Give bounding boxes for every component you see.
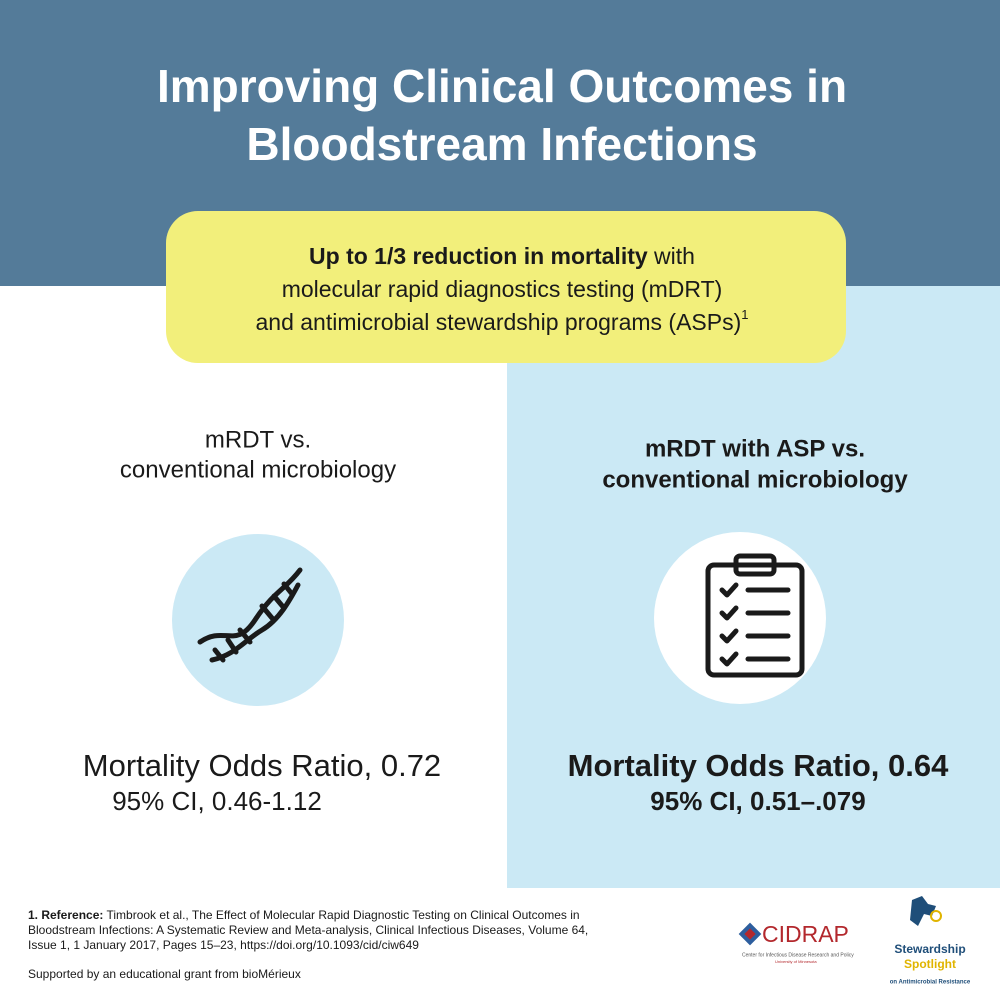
title: Improving Clinical Outcomes in Bloodstre…: [157, 60, 847, 170]
reference-line: 1. Reference: Timbrook et al., The Effec…: [28, 908, 580, 922]
callout-line: Up to 1/3 reduction in mortality with: [309, 243, 695, 269]
stewardship-line: on Antimicrobial Resistance: [890, 980, 971, 986]
stat-line: Mortality Odds Ratio, 0.64: [568, 748, 949, 783]
footnote-mark: 1: [741, 307, 748, 322]
heading-line: conventional microbiology: [120, 456, 396, 483]
callout-line: molecular rapid diagnostics testing (mDR…: [282, 276, 723, 302]
reference-line: Issue 1, 1 January 2017, Pages 15–23, ht…: [28, 938, 419, 952]
heading-line: mRDT vs.: [205, 426, 311, 453]
dna-icon: [197, 567, 303, 663]
cidrap-university: University of Minnesota: [775, 959, 817, 964]
heading-line: mRDT with ASP vs.: [645, 435, 865, 462]
stat-line: Mortality Odds Ratio, 0.72: [83, 748, 441, 783]
callout-text: with: [648, 243, 695, 269]
logo-mark: [930, 910, 942, 922]
stewardship-line: Stewardship: [894, 942, 965, 956]
cidrap-tagline: Center for Infectious Disease Research a…: [742, 952, 854, 958]
stat-line: 95% CI, 0.51–.079: [650, 786, 865, 816]
stat-line: 95% CI, 0.46-1.12: [112, 786, 322, 816]
support-text: Supported by an educational grant from b…: [28, 967, 301, 981]
reference-line: Bloodstream Infections: A Systematic Rev…: [28, 923, 588, 937]
title-line: Bloodstream Infections: [246, 118, 757, 170]
reference-text: Timbrook et al., The Effect of Molecular…: [103, 908, 579, 922]
stewardship-line: Spotlight: [904, 957, 956, 971]
callout: Up to 1/3 reduction in mortality with mo…: [256, 243, 749, 335]
title-line: Improving Clinical Outcomes in: [157, 60, 847, 112]
callout-highlight: Up to 1/3 reduction in mortality: [309, 243, 648, 269]
cidrap-name: CIDRAP: [762, 921, 849, 947]
left-heading: mRDT vs. conventional microbiology: [120, 426, 396, 483]
left-stats: Mortality Odds Ratio, 0.72 95% CI, 0.46-…: [83, 748, 441, 816]
callout-box: [166, 211, 846, 363]
right-heading: mRDT with ASP vs. conventional microbiol…: [602, 435, 908, 493]
clipboard-icon: [705, 553, 805, 678]
logo-mark: [910, 896, 936, 926]
cidrap-logo: CIDRAP Center for Infectious Disease Res…: [738, 921, 854, 964]
callout-text: and antimicrobial stewardship programs (…: [256, 309, 742, 335]
heading-line: conventional microbiology: [602, 466, 908, 493]
reference: 1. Reference: Timbrook et al., The Effec…: [28, 908, 588, 981]
logo-mark: [744, 928, 756, 940]
reference-label: 1. Reference:: [28, 908, 103, 922]
callout-line: and antimicrobial stewardship programs (…: [256, 307, 749, 335]
right-stats: Mortality Odds Ratio, 0.64 95% CI, 0.51–…: [568, 748, 949, 816]
stewardship-logo: Stewardship Spotlight on Antimicrobial R…: [890, 896, 971, 986]
